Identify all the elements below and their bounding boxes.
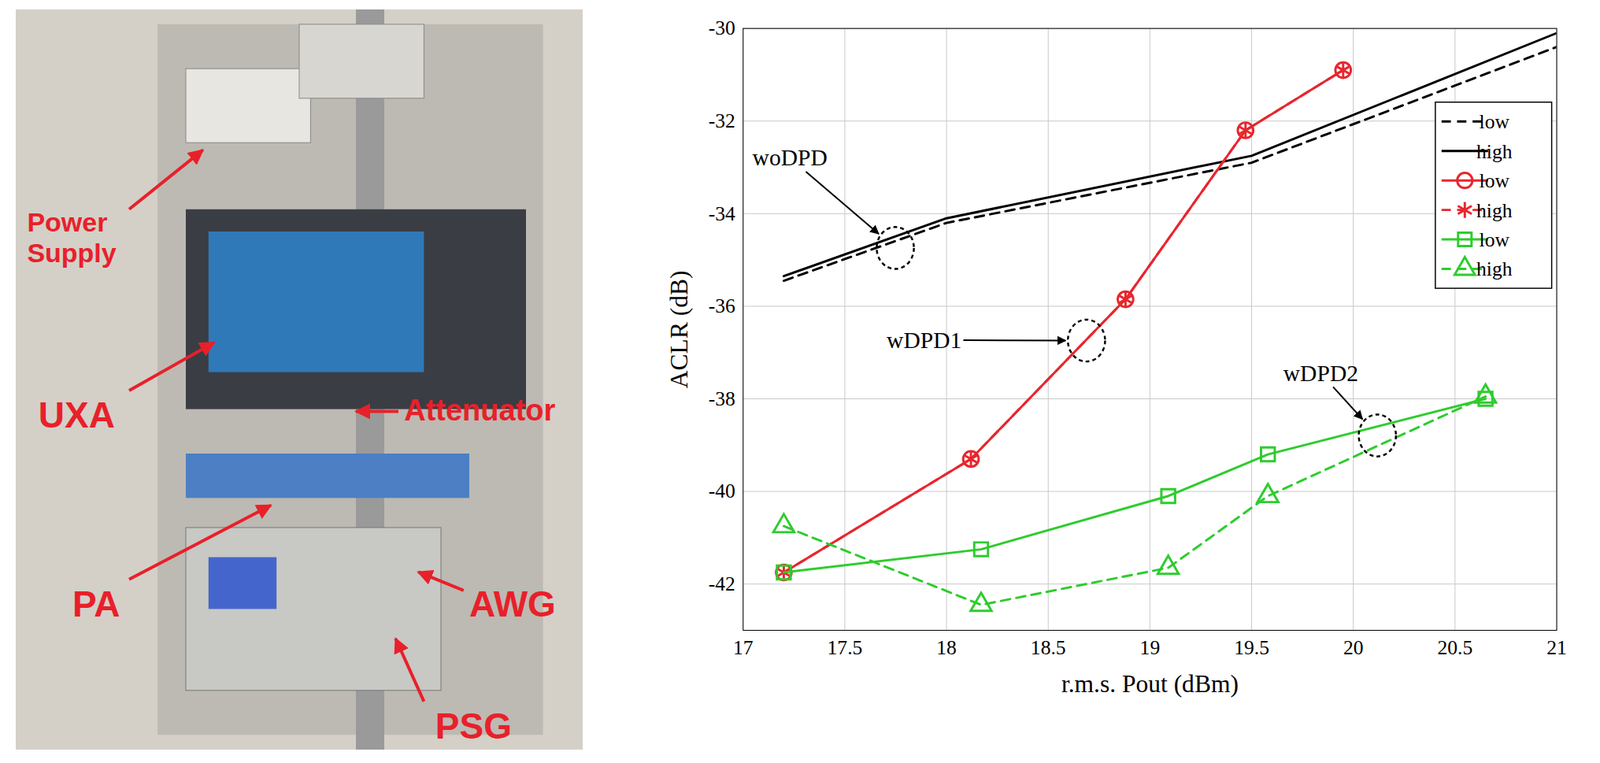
svg-text:20: 20 bbox=[1343, 635, 1364, 659]
svg-text:PA: PA bbox=[72, 583, 121, 625]
svg-text:-34: -34 bbox=[708, 202, 736, 226]
svg-text:low: low bbox=[1479, 110, 1511, 134]
svg-text:low: low bbox=[1479, 228, 1511, 252]
svg-text:-36: -36 bbox=[708, 294, 736, 318]
svg-text:r.m.s. Pout (dBm): r.m.s. Pout (dBm) bbox=[1061, 670, 1239, 698]
svg-text:high: high bbox=[1476, 140, 1513, 163]
svg-text:Attenuator: Attenuator bbox=[403, 393, 556, 427]
svg-text:-38: -38 bbox=[708, 387, 736, 411]
svg-text:20.5: 20.5 bbox=[1437, 635, 1473, 659]
svg-text:high: high bbox=[1476, 199, 1513, 223]
svg-text:19.5: 19.5 bbox=[1233, 635, 1270, 659]
svg-text:UXA: UXA bbox=[38, 394, 115, 436]
svg-text:17: 17 bbox=[733, 635, 754, 659]
svg-text:18: 18 bbox=[936, 635, 957, 659]
svg-text:PowerSupply: PowerSupply bbox=[26, 207, 116, 268]
svg-text:-32: -32 bbox=[708, 109, 736, 133]
svg-text:ACLR (dB): ACLR (dB) bbox=[665, 270, 693, 389]
svg-text:high: high bbox=[1476, 257, 1513, 281]
svg-text:17.5: 17.5 bbox=[827, 635, 863, 659]
svg-text:wDPD2: wDPD2 bbox=[1283, 360, 1359, 386]
svg-text:woDPD: woDPD bbox=[752, 144, 828, 171]
svg-text:wDPD1: wDPD1 bbox=[886, 327, 962, 353]
svg-text:low: low bbox=[1479, 169, 1511, 193]
svg-text:19: 19 bbox=[1140, 635, 1161, 659]
svg-text:-40: -40 bbox=[708, 479, 736, 503]
svg-text:AWG: AWG bbox=[469, 583, 556, 625]
svg-text:18.5: 18.5 bbox=[1030, 635, 1067, 659]
svg-text:-42: -42 bbox=[708, 572, 736, 596]
svg-text:21: 21 bbox=[1546, 635, 1567, 659]
svg-text:PSG: PSG bbox=[435, 705, 512, 747]
svg-text:-30: -30 bbox=[708, 16, 736, 40]
